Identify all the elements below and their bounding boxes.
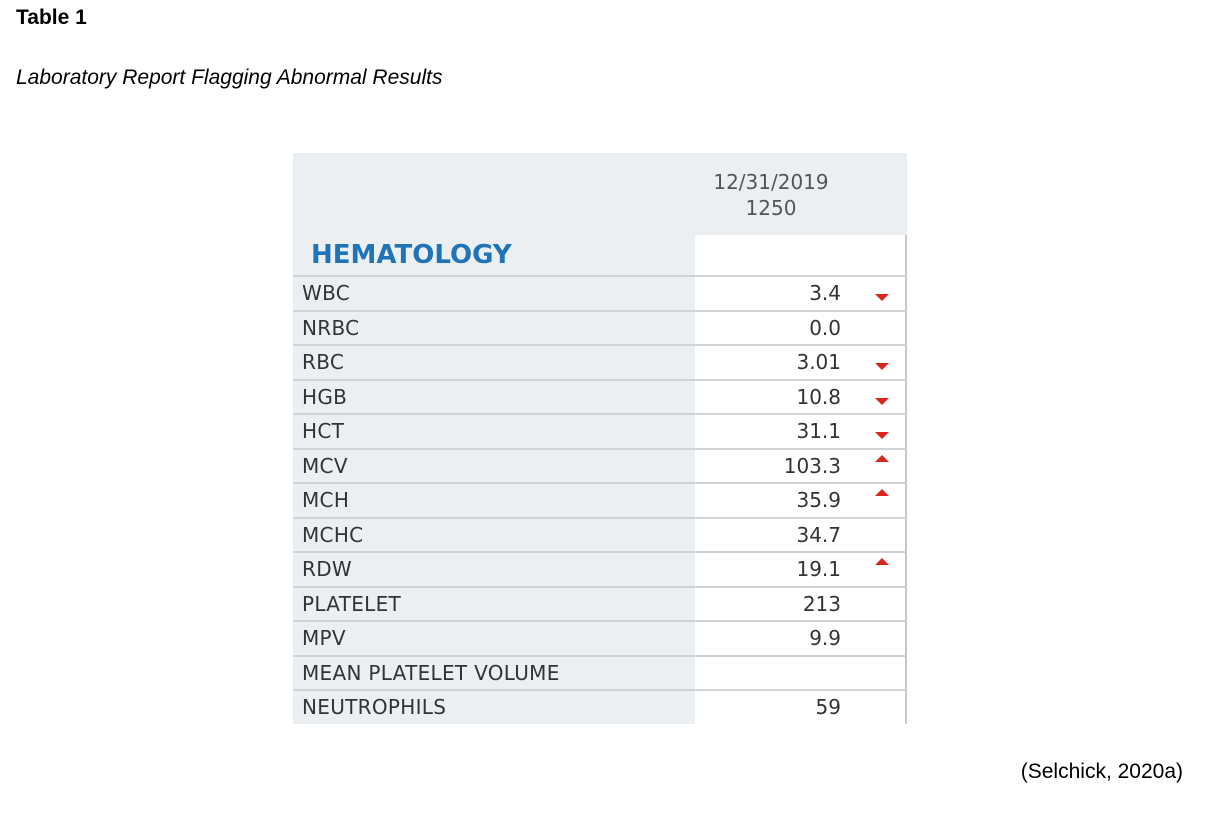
table-row: NEUTROPHILS 59 xyxy=(293,689,907,724)
test-name-cell: HCT xyxy=(293,413,695,448)
result-value: 19.1 xyxy=(796,557,841,581)
report-header: 12/31/2019 1250 xyxy=(293,153,907,235)
result-value: 0.0 xyxy=(809,315,841,340)
result-value: 3.4 xyxy=(809,281,841,305)
result-time: 1250 xyxy=(745,196,797,220)
result-value-cell: 103.3 xyxy=(695,447,907,482)
test-name: NRBC xyxy=(302,315,360,340)
test-name-cell: MEAN PLATELET VOLUME xyxy=(293,654,695,689)
table-row: WBC 3.4 xyxy=(293,275,907,310)
test-name-cell: PLATELET xyxy=(293,585,695,620)
table-row: MCH 35.9 xyxy=(293,482,907,517)
low-flag-arrow-icon xyxy=(875,363,889,370)
high-flag-arrow-icon xyxy=(875,454,889,462)
test-name-cell: NRBC xyxy=(293,309,695,344)
test-name: RDW xyxy=(302,557,352,581)
test-name-cell: MCHC xyxy=(293,516,695,551)
test-name-cell: RBC xyxy=(293,344,695,379)
test-name-cell: WBC xyxy=(293,275,695,310)
table-row: HGB 10.8 xyxy=(293,378,907,413)
test-name-cell: HGB xyxy=(293,378,695,413)
lab-rows: WBC 3.4 NRBC 0.0 RBC 3.01 HGB 10.8 HCT 31.1 MCV 103… xyxy=(293,275,907,724)
result-value-cell: 9.9 xyxy=(695,620,907,655)
table-row: MCHC 34.7 xyxy=(293,516,907,551)
result-value-cell: 59 xyxy=(695,689,907,724)
low-flag-arrow-icon xyxy=(875,294,889,301)
test-name: PLATELET xyxy=(302,591,402,616)
result-value-cell: 34.7 xyxy=(695,516,907,551)
section-value-cell xyxy=(695,235,907,275)
result-value-cell: 3.01 xyxy=(695,344,907,379)
result-datetime-header: 12/31/2019 1250 xyxy=(695,169,847,221)
table-title: Table 1 xyxy=(16,6,87,29)
low-flag-arrow-icon xyxy=(875,432,889,439)
table-caption: Laboratory Report Flagging Abnormal Resu… xyxy=(16,66,443,89)
test-name: HCT xyxy=(302,419,345,443)
section-heading-hematology: HEMATOLOGY xyxy=(311,240,512,270)
result-value: 103.3 xyxy=(783,453,841,478)
result-value: 59 xyxy=(815,695,841,719)
test-name: MPV xyxy=(302,626,346,650)
result-value-cell: 213 xyxy=(695,585,907,620)
result-value-cell: 35.9 xyxy=(695,482,907,517)
result-value: 34.7 xyxy=(796,522,841,547)
result-value-cell: 10.8 xyxy=(695,378,907,413)
result-value-cell xyxy=(695,654,907,689)
citation: (Selchick, 2020a) xyxy=(1020,760,1183,783)
table-row: HCT 31.1 xyxy=(293,413,907,448)
test-name: MCH xyxy=(302,488,350,512)
result-value: 10.8 xyxy=(796,384,841,409)
result-value-cell: 31.1 xyxy=(695,413,907,448)
section-row: HEMATOLOGY xyxy=(293,235,907,275)
result-value-cell: 0.0 xyxy=(695,309,907,344)
result-value-cell: 19.1 xyxy=(695,551,907,586)
table-row: RBC 3.01 xyxy=(293,344,907,379)
result-value: 35.9 xyxy=(796,488,841,512)
table-row: NRBC 0.0 xyxy=(293,309,907,344)
high-flag-arrow-icon xyxy=(875,558,889,565)
test-name-cell: MCH xyxy=(293,482,695,517)
test-name: RBC xyxy=(302,350,345,374)
result-value: 31.1 xyxy=(796,419,841,443)
high-flag-arrow-icon xyxy=(875,489,889,496)
test-name-cell: NEUTROPHILS xyxy=(293,689,695,724)
test-name-cell: MPV xyxy=(293,620,695,655)
section-label-cell: HEMATOLOGY xyxy=(293,235,695,275)
lab-report-table: 12/31/2019 1250 HEMATOLOGY WBC 3.4 NRBC 0.0… xyxy=(293,153,907,724)
low-flag-arrow-icon xyxy=(875,397,889,405)
table-row: MPV 9.9 xyxy=(293,620,907,655)
table-row: PLATELET 213 xyxy=(293,585,907,620)
table-row: MEAN PLATELET VOLUME xyxy=(293,654,907,689)
test-name-cell: RDW xyxy=(293,551,695,586)
result-value: 213 xyxy=(802,591,841,616)
table-row: MCV 103.3 xyxy=(293,447,907,482)
result-date: 12/31/2019 xyxy=(713,170,829,194)
test-name: MCV xyxy=(302,453,348,478)
table-row: RDW 19.1 xyxy=(293,551,907,586)
result-value: 9.9 xyxy=(809,626,841,650)
result-value: 3.01 xyxy=(796,350,841,374)
test-name-cell: MCV xyxy=(293,447,695,482)
test-name: MEAN PLATELET VOLUME xyxy=(302,660,560,685)
test-name: WBC xyxy=(302,281,351,305)
test-name: HGB xyxy=(302,384,348,409)
test-name: MCHC xyxy=(302,522,364,547)
test-name: NEUTROPHILS xyxy=(302,695,447,719)
result-value-cell: 3.4 xyxy=(695,275,907,310)
